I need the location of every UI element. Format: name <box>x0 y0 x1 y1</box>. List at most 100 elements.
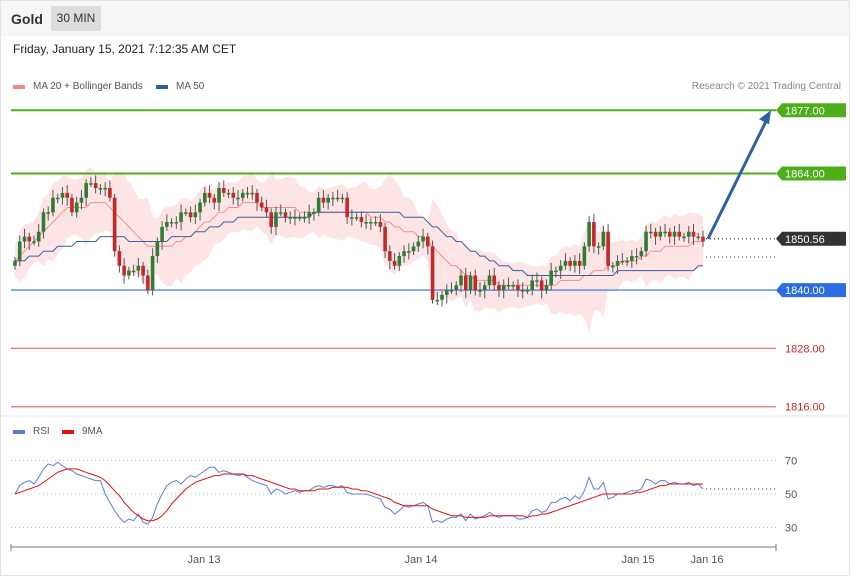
candle-body <box>497 285 501 291</box>
candle-body <box>383 226 387 252</box>
legend-9ma: 9MA <box>62 426 103 437</box>
level-tag-0 <box>776 103 846 118</box>
candle-body <box>250 192 255 195</box>
candle-body <box>454 285 459 291</box>
candle-body <box>184 212 188 214</box>
candle-body <box>46 212 51 214</box>
candle-body <box>563 260 568 266</box>
candle-body <box>549 270 553 286</box>
candle-body <box>41 212 46 232</box>
forecast-arrow-head <box>759 110 771 125</box>
candle-body <box>112 197 117 252</box>
credit-text: Research © 2021 Trading Central <box>691 81 841 92</box>
candle-body <box>672 231 677 237</box>
candle-body <box>274 212 278 227</box>
candle-body <box>463 275 468 291</box>
candle-body <box>17 241 22 261</box>
timeframe-button[interactable]: 30 MIN <box>51 6 101 31</box>
candle-body <box>482 285 487 291</box>
candle-body <box>245 192 250 195</box>
candle-body <box>236 197 240 200</box>
candle-body <box>79 197 84 203</box>
candle-body <box>554 270 558 273</box>
candle-body <box>122 265 126 276</box>
candle-body <box>658 231 663 237</box>
candle-body <box>369 222 373 224</box>
candle-body <box>212 197 217 203</box>
candle-body <box>392 260 397 266</box>
candles-group <box>13 175 705 307</box>
candle-body <box>653 231 658 237</box>
level-label-5: 1816.00 <box>785 402 825 414</box>
rsi-tick-label: 30 <box>785 522 797 534</box>
candle-body <box>667 231 672 237</box>
header-bar <box>1 1 849 36</box>
candle-body <box>416 241 421 247</box>
legend-rsi: RSI <box>13 426 50 437</box>
candle-body <box>169 222 174 224</box>
candle-body <box>335 197 340 200</box>
candle-body <box>269 212 274 227</box>
candle-body <box>55 197 60 200</box>
candle-body <box>65 192 69 198</box>
candle-body <box>535 280 539 282</box>
candle-body <box>630 256 634 261</box>
candle-body <box>283 212 288 218</box>
candle-body <box>13 260 17 266</box>
candle-body <box>402 251 406 257</box>
candle-body <box>587 222 591 247</box>
candle-body <box>136 265 141 271</box>
bollinger-band <box>15 168 703 333</box>
candle-body <box>74 202 79 213</box>
candle-body <box>459 275 463 286</box>
candle-body <box>701 236 705 242</box>
candle-body <box>473 275 478 291</box>
level-tag-3 <box>776 283 846 298</box>
candle-body <box>150 256 155 291</box>
candle-body <box>373 222 378 224</box>
candle-body <box>644 231 648 252</box>
rsi-9ma-line <box>14 468 703 522</box>
candle-body <box>606 231 610 266</box>
candle-body <box>478 290 482 292</box>
candle-body <box>255 192 259 203</box>
level-label-1: 1864.00 <box>785 168 825 180</box>
candle-body <box>27 236 32 242</box>
candle-body <box>160 226 164 242</box>
candle-body <box>625 260 629 263</box>
level-label-2: 1850.56 <box>785 234 825 246</box>
candle-body <box>98 188 103 190</box>
x-tick-label: Jan 13 <box>187 554 220 566</box>
candle-body <box>558 265 563 271</box>
candle-body <box>426 236 430 247</box>
candle-body <box>131 270 136 273</box>
candle-body <box>155 241 160 257</box>
candle-body <box>388 251 392 261</box>
candle-body <box>350 217 354 219</box>
candle-body <box>620 260 625 263</box>
candle-body <box>364 222 368 224</box>
candle-body <box>179 212 183 223</box>
candle-body <box>326 197 330 203</box>
candle-body <box>340 197 345 200</box>
forecast-arrow-shaft <box>706 118 769 240</box>
candle-body <box>217 188 221 203</box>
candle-body <box>682 236 686 239</box>
legend-ma20-label: MA 20 + Bollinger Bands <box>33 81 143 92</box>
candle-body <box>539 280 544 291</box>
rsi-tick-label: 70 <box>785 456 797 468</box>
rsi-line <box>14 461 704 525</box>
candle-body <box>312 212 316 214</box>
candle-body <box>259 202 264 208</box>
instrument-title: Gold <box>11 11 43 27</box>
candle-body <box>435 299 440 302</box>
candle-body <box>103 188 107 190</box>
candle-body <box>520 290 525 292</box>
candle-body <box>117 251 122 266</box>
candle-body <box>240 192 245 198</box>
rsi-swatch <box>13 429 25 434</box>
candle-body <box>165 222 169 227</box>
candle-body <box>93 183 98 189</box>
x-tick-label: Jan 16 <box>690 554 723 566</box>
candle-body <box>444 290 449 295</box>
